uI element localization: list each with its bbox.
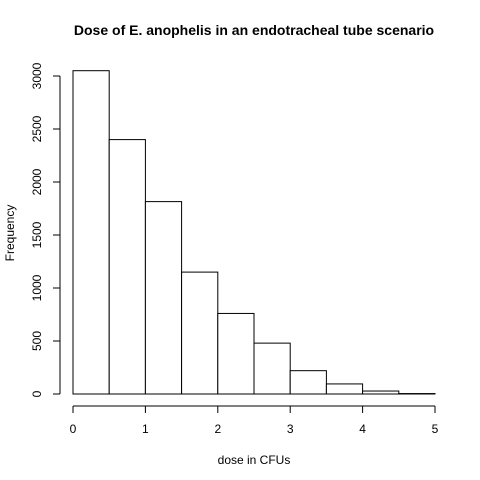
x-tick-label-5: 5 bbox=[432, 422, 439, 436]
histogram-bar-7 bbox=[326, 384, 362, 394]
y-axis-label: Frequency bbox=[3, 205, 17, 262]
x-tick-label-2: 2 bbox=[214, 422, 221, 436]
histogram-bar-0 bbox=[73, 71, 109, 394]
y-tick-label-4: 2000 bbox=[30, 168, 44, 195]
histogram-bar-6 bbox=[290, 371, 326, 394]
histogram-bar-1 bbox=[109, 140, 145, 394]
x-axis: 0 1 2 3 4 5 bbox=[70, 406, 439, 436]
y-tick-label-6: 3000 bbox=[30, 62, 44, 89]
histogram-bar-3 bbox=[182, 272, 218, 394]
x-tick-label-1: 1 bbox=[142, 422, 149, 436]
y-tick-label-2: 1000 bbox=[30, 274, 44, 301]
y-tick-label-5: 2500 bbox=[30, 115, 44, 142]
histogram-bar-5 bbox=[254, 343, 290, 394]
y-axis: 0 500 1000 1500 2000 2500 3000 bbox=[30, 62, 60, 397]
chart-title: Dose of E. anophelis in an endotracheal … bbox=[74, 22, 434, 38]
x-tick-label-4: 4 bbox=[359, 422, 366, 436]
y-tick-label-0: 0 bbox=[30, 390, 44, 397]
histogram-bars bbox=[73, 71, 435, 394]
histogram-bar-2 bbox=[145, 202, 181, 394]
histogram-bar-4 bbox=[218, 313, 254, 394]
x-tick-label-3: 3 bbox=[287, 422, 294, 436]
histogram-bar-8 bbox=[363, 391, 399, 394]
y-tick-label-1: 500 bbox=[30, 331, 44, 351]
x-tick-label-0: 0 bbox=[70, 422, 77, 436]
x-axis-label: dose in CFUs bbox=[218, 453, 291, 467]
y-tick-label-3: 1500 bbox=[30, 221, 44, 248]
